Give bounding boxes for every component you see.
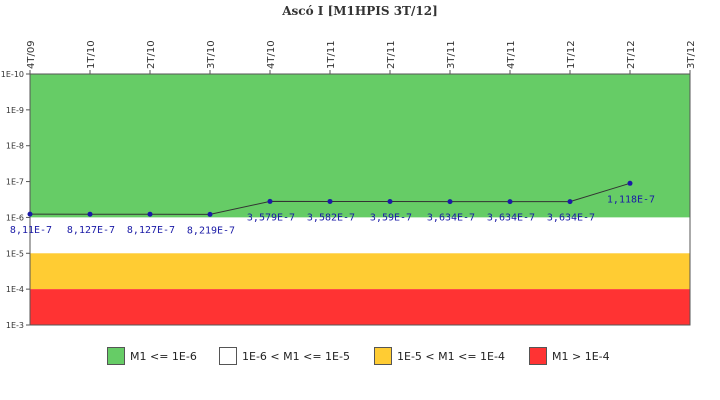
y-tick-label: 1E-3 [6,321,24,330]
x-tick-label: 3T/11 [446,40,457,69]
legend-label: M1 > 1E-4 [552,349,610,363]
y-tick-label: 1E-10 [1,70,24,79]
legend-label: 1E-5 < M1 <= 1E-4 [397,349,505,363]
x-tick-label: 3T/10 [206,40,217,69]
y-tick-label: 1E-5 [6,249,24,258]
data-label: 1,118E-7 [607,194,655,205]
data-label: 3,59E-7 [370,212,412,223]
y-tick-label: 1E-6 [6,213,24,222]
x-tick-label: 1T/10 [86,40,97,69]
legend-item-white: 1E-6 < M1 <= 1E-5 [219,345,350,367]
x-tick-label: 2T/11 [386,40,397,69]
data-point [147,211,153,217]
data-point [507,199,513,205]
x-tick-label: 3T/12 [686,40,697,69]
x-tick-label: 2T/10 [146,40,157,69]
y-tick-label: 1E-8 [6,142,24,151]
legend-label: M1 <= 1E-6 [130,349,197,363]
data-point [567,199,573,205]
data-label: 3,634E-7 [547,213,595,224]
data-label: 8,127E-7 [67,225,115,236]
data-label: 8,219E-7 [187,225,235,236]
band-0 [30,74,690,218]
data-label: 8,11E-7 [10,225,52,236]
chart-title: Ascó I [M1HPIS 3T/12] [281,4,438,18]
y-axis: 1E-10 1E-9 1E-8 1E-7 1E-6 1E-5 1E-4 1E-3 [1,70,30,330]
data-point [267,198,273,204]
x-tick-label: 1T/11 [326,40,337,69]
threshold-bands [29,73,691,326]
band-1 [30,217,690,254]
data-point [87,211,93,217]
legend-item-green: M1 <= 1E-6 [107,345,197,367]
band-2 [30,253,690,290]
data-label: 8,127E-7 [127,225,175,236]
x-tick-label: 4T/09 [26,40,37,69]
x-tick-label: 2T/12 [626,40,637,69]
series-line-group [27,180,633,217]
data-label: 3,634E-7 [487,213,535,224]
data-label: 3,582E-7 [307,212,355,223]
band-3 [30,289,690,325]
x-axis: 4T/09 1T/10 2T/10 3T/10 4T/10 1T/11 2T/11 3T/11… [26,40,697,74]
y-tick-label: 1E-4 [6,285,24,294]
legend-swatch-red [529,347,547,365]
legend-swatch-white [219,347,237,365]
data-point [627,180,633,186]
data-labels: 8,11E-7 8,127E-7 8,127E-7 8,219E-7 3,579E-7 3… [10,194,655,236]
legend-item-yellow: 1E-5 < M1 <= 1E-4 [374,345,505,367]
y-tick-label: 1E-7 [6,178,24,187]
x-tick-label: 1T/12 [566,40,577,69]
legend-swatch-green [107,347,125,365]
y-tick-label: 1E-9 [6,106,24,115]
legend-label: 1E-6 < M1 <= 1E-5 [242,349,350,363]
data-point [207,211,213,217]
data-point [27,211,33,217]
data-point [447,199,453,205]
x-tick-label: 4T/10 [266,40,277,69]
data-label: 3,579E-7 [247,212,295,223]
plot-frame [29,73,691,326]
data-point [327,198,333,204]
legend: M1 <= 1E-6 1E-6 < M1 <= 1E-5 1E-5 < M1 <… [0,345,720,367]
data-point [387,198,393,204]
data-label: 3,634E-7 [427,213,475,224]
legend-item-red: M1 > 1E-4 [529,345,610,367]
legend-swatch-yellow [374,347,392,365]
x-tick-label: 4T/11 [506,40,517,69]
